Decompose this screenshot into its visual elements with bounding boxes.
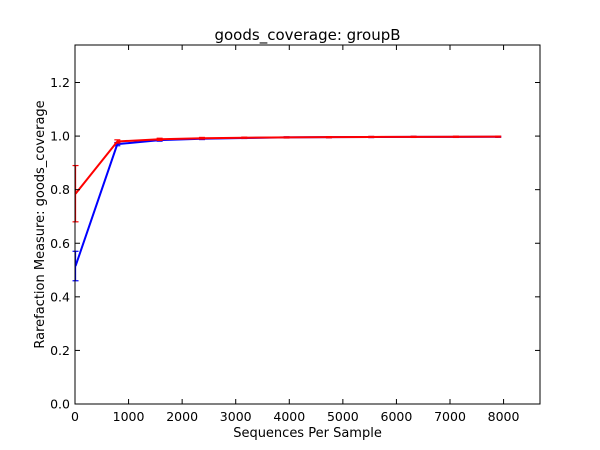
x-tick-label: 3000	[220, 409, 252, 424]
y-tick-label: 0.0	[50, 397, 70, 412]
chart-title: goods_coverage: groupB	[214, 26, 400, 45]
y-tick-label: 0.2	[50, 343, 70, 358]
x-tick-label: 4000	[273, 409, 305, 424]
plot-background	[75, 45, 540, 404]
x-axis-label: Sequences Per Sample	[233, 426, 382, 441]
x-tick-label: 1000	[113, 409, 145, 424]
y-tick-label: 1.0	[50, 129, 70, 144]
plot-area	[75, 45, 540, 404]
y-tick-label: 1.2	[50, 75, 70, 90]
x-tick-label: 0	[71, 409, 79, 424]
x-tick-label: 7000	[434, 409, 466, 424]
x-tick-label: 2000	[166, 409, 198, 424]
y-axis-label: Rarefaction Measure: goods_coverage	[33, 100, 48, 348]
x-tick-label: 5000	[327, 409, 359, 424]
y-tick-label: 0.4	[50, 289, 70, 304]
y-tick-label: 0.6	[50, 236, 70, 251]
x-tick-label: 6000	[381, 409, 413, 424]
y-tick-label: 0.8	[50, 182, 70, 197]
x-tick-label: 8000	[488, 409, 520, 424]
